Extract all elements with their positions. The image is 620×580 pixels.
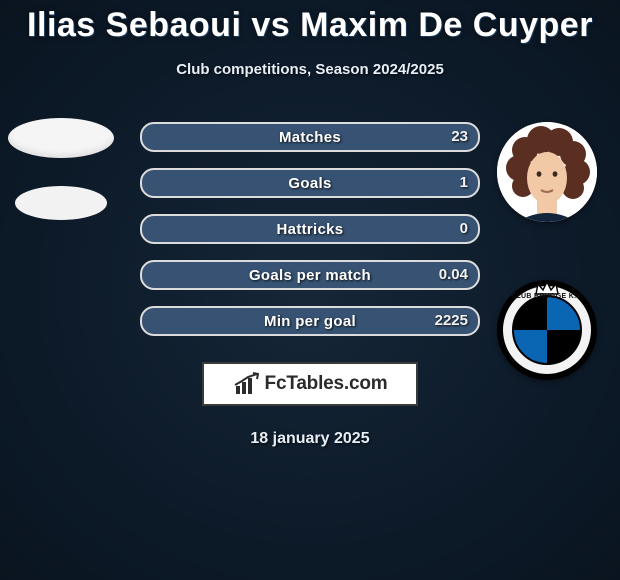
logo-brand-text: FcTables.com — [265, 373, 388, 395]
stat-row: Hattricks 0 — [140, 214, 480, 244]
player-right-avatar — [497, 122, 597, 222]
stat-label: Goals per match — [249, 267, 371, 284]
stat-value-right: 23 — [451, 128, 468, 145]
fctables-logo: FcTables.com — [202, 362, 418, 406]
subtitle: Club competitions, Season 2024/2025 — [0, 61, 620, 78]
stat-row: Matches 23 — [140, 122, 480, 152]
stat-row: Min per goal 2225 — [140, 306, 480, 336]
stat-row: Goals 1 — [140, 168, 480, 198]
club-badge-text: CLUB BRUGGE K.V. — [503, 293, 591, 300]
stat-label: Matches — [279, 129, 341, 146]
stat-row: Goals per match 0.04 — [140, 260, 480, 290]
bar-chart-icon — [233, 372, 261, 396]
stat-label: Goals — [288, 175, 331, 192]
avatar-curly-hair-icon — [497, 122, 597, 222]
stat-bars: Matches 23 Goals 1 Hattricks 0 Goals per… — [140, 122, 480, 336]
stat-value-right: 1 — [460, 174, 468, 191]
player-left-avatar-placeholder — [8, 118, 114, 158]
player-left-column — [6, 112, 116, 220]
snapshot-date: 18 january 2025 — [0, 430, 620, 448]
player-left-club-placeholder — [15, 186, 107, 220]
stat-value-right: 0 — [460, 220, 468, 237]
stat-value-right: 2225 — [435, 312, 468, 329]
club-badge-quadrants — [512, 295, 582, 365]
stat-label: Min per goal — [264, 313, 356, 330]
stat-label: Hattricks — [277, 221, 344, 238]
page-title: Ilias Sebaoui vs Maxim De Cuyper — [0, 0, 620, 45]
logo-suffix: .com — [344, 373, 388, 394]
player-right-column: CLUB BRUGGE K.V. — [492, 122, 602, 380]
logo-brand: FcTables — [265, 373, 344, 394]
player-right-club-badge: CLUB BRUGGE K.V. — [497, 280, 597, 380]
stat-value-right: 0.04 — [439, 266, 468, 283]
